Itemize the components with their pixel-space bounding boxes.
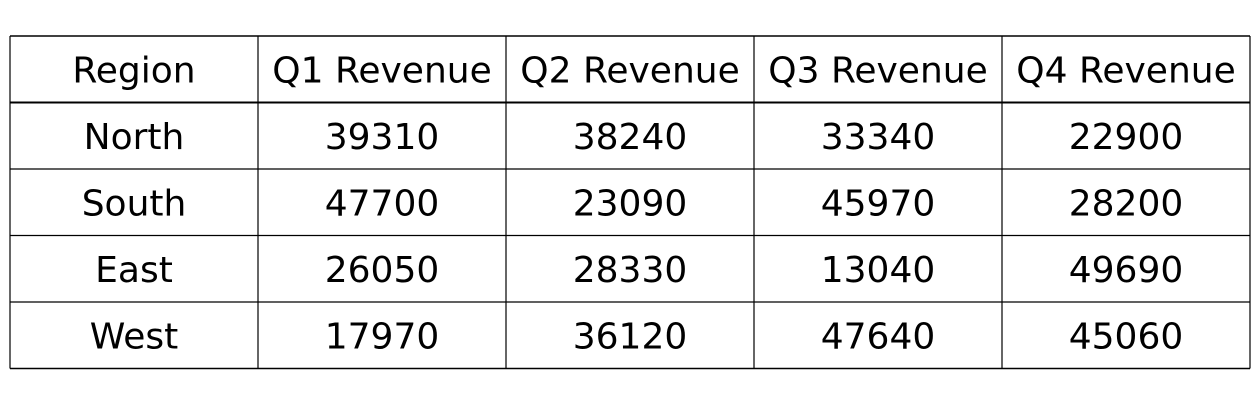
table-cell: 45060 (1069, 316, 1184, 357)
table-cell: 45970 (821, 183, 936, 224)
row-label: East (95, 250, 173, 291)
table-cell: 38240 (573, 117, 688, 158)
table-cell: 13040 (821, 250, 936, 291)
table-cell: 22900 (1069, 117, 1184, 158)
table-cell: 26050 (325, 250, 440, 291)
column-header: Q2 Revenue (520, 50, 739, 91)
column-header: Q4 Revenue (1016, 50, 1235, 91)
table-cell: 47640 (821, 316, 936, 357)
column-header: Q3 Revenue (768, 50, 987, 91)
column-header: Q1 Revenue (272, 50, 491, 91)
row-label: South (82, 183, 187, 224)
table-cell: 28200 (1069, 183, 1184, 224)
table-cell: 36120 (573, 316, 688, 357)
table-cells: Region Q1 Revenue Q2 Revenue Q3 Revenue Q4 R… (72, 50, 1235, 357)
table-cell: 33340 (821, 117, 936, 158)
table-cell: 28330 (573, 250, 688, 291)
table-cell: 17970 (325, 316, 440, 357)
table-grid (9, 35, 1251, 370)
table-cell: 39310 (325, 117, 440, 158)
column-header: Region (72, 50, 195, 91)
table-cell: 49690 (1069, 250, 1184, 291)
table-cell: 23090 (573, 183, 688, 224)
row-label: West (90, 316, 179, 357)
row-label: North (84, 117, 185, 158)
table-cell: 47700 (325, 183, 440, 224)
